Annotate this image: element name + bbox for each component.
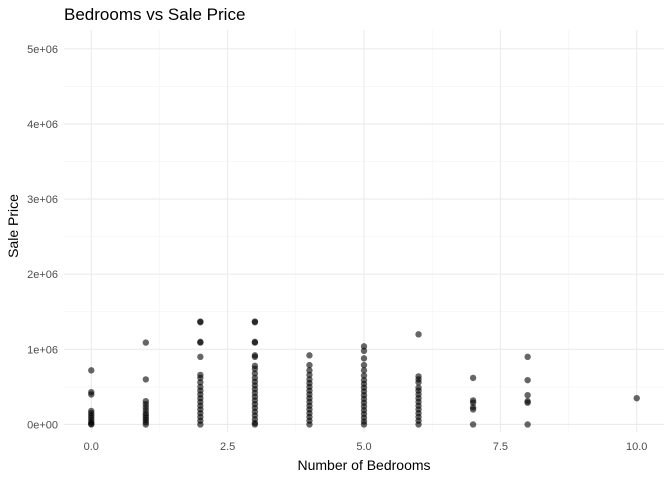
data-point xyxy=(633,394,640,402)
data-point xyxy=(360,421,368,428)
y-tick-label: 4e+06 xyxy=(27,119,58,131)
data-point xyxy=(306,371,313,379)
data-point xyxy=(524,399,531,406)
data-point xyxy=(360,343,368,350)
x-tick-label: 0.0 xyxy=(84,441,99,453)
y-tick-label: 0e+00 xyxy=(27,419,58,431)
data-point xyxy=(251,319,259,326)
data-point xyxy=(360,361,368,369)
data-point xyxy=(469,374,477,382)
data-point xyxy=(415,331,422,338)
y-tick-label: 1e+06 xyxy=(27,344,58,356)
data-point xyxy=(469,421,477,428)
y-tick-label: 3e+06 xyxy=(27,194,58,206)
data-point xyxy=(415,421,422,428)
x-tick-label: 2.5 xyxy=(220,441,235,453)
y-tick-label: 5e+06 xyxy=(27,44,58,56)
data-point xyxy=(88,421,95,428)
data-point xyxy=(251,421,259,428)
data-point xyxy=(142,339,150,346)
data-point xyxy=(469,399,477,406)
data-point xyxy=(306,367,313,374)
data-point xyxy=(251,339,259,346)
data-point xyxy=(360,355,368,362)
data-point xyxy=(142,421,150,428)
data-point xyxy=(251,365,259,373)
data-point xyxy=(197,379,204,386)
data-point xyxy=(524,421,531,428)
y-tick-label: 2e+06 xyxy=(27,269,58,281)
major-gridlines xyxy=(64,30,664,432)
data-point xyxy=(524,376,531,384)
data-point xyxy=(469,406,477,413)
x-tick-label: 7.5 xyxy=(493,441,508,453)
x-tick-label: 5.0 xyxy=(356,441,371,453)
data-point xyxy=(197,353,204,361)
data-point xyxy=(360,367,368,374)
data-point xyxy=(524,391,531,399)
data-point xyxy=(306,352,313,359)
data-point xyxy=(306,361,313,369)
data-points xyxy=(88,318,640,428)
data-point xyxy=(360,372,368,379)
y-axis-tick-labels: 0e+00 1e+06 2e+06 3e+06 4e+06 5e+06 xyxy=(27,44,58,432)
data-point xyxy=(415,379,422,386)
y-axis-title: Sale Price xyxy=(5,194,21,258)
data-point xyxy=(197,339,204,346)
x-axis-tick-labels: 0.0 2.5 5.0 7.5 10.0 xyxy=(84,441,648,453)
data-point xyxy=(251,353,259,361)
x-axis-title: Number of Bedrooms xyxy=(297,457,430,473)
chart-title: Bedrooms vs Sale Price xyxy=(64,5,245,24)
data-point xyxy=(360,347,368,355)
data-point xyxy=(197,374,204,382)
data-point xyxy=(197,421,204,428)
data-point xyxy=(524,353,531,361)
data-point xyxy=(251,370,259,377)
data-point xyxy=(88,367,95,374)
data-point xyxy=(197,319,204,326)
data-point xyxy=(306,421,313,428)
data-point xyxy=(142,376,150,383)
x-tick-label: 10.0 xyxy=(626,441,647,453)
data-point xyxy=(88,391,95,398)
